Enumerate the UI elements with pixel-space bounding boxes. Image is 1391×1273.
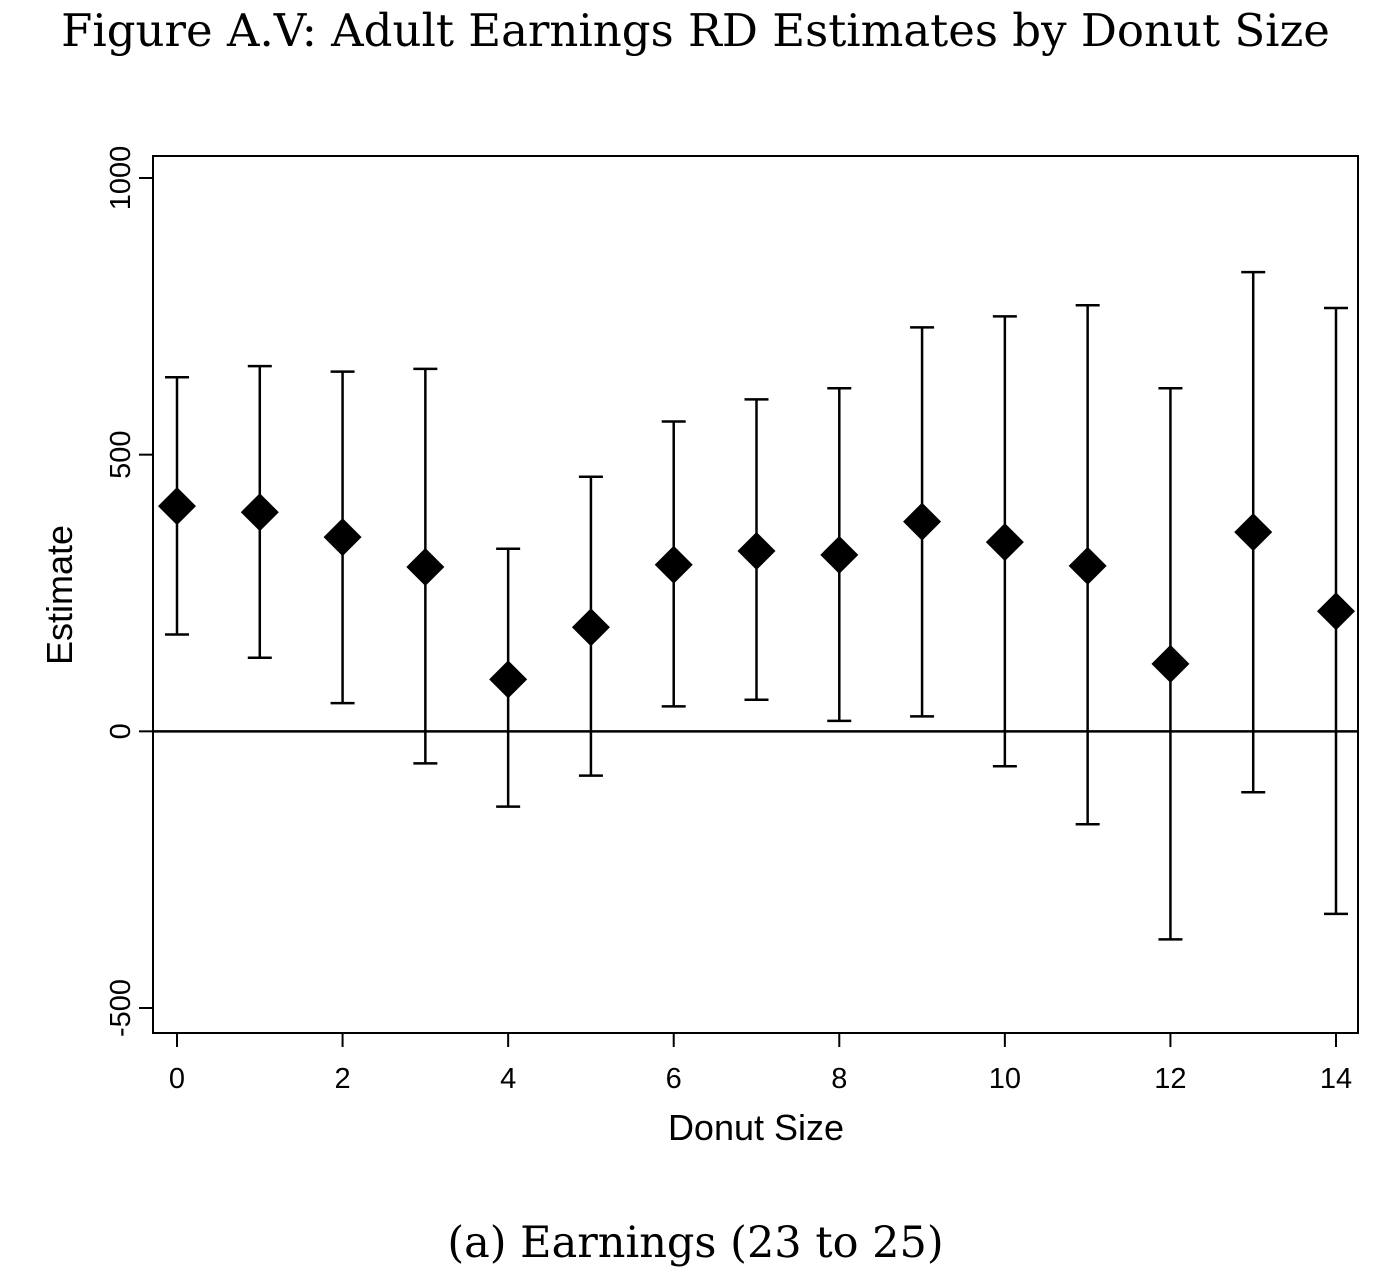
estimate-point bbox=[406, 547, 445, 586]
estimate-point bbox=[985, 523, 1024, 562]
y-tick-label: 1000 bbox=[105, 146, 137, 211]
figure-title: Figure A.V: Adult Earnings RD Estimates … bbox=[61, 4, 1330, 57]
estimate-point bbox=[820, 535, 859, 574]
estimate-point bbox=[1234, 513, 1273, 552]
estimate-point bbox=[158, 487, 196, 526]
x-tick-label: 4 bbox=[500, 1063, 516, 1095]
estimate-point bbox=[571, 608, 610, 647]
x-axis: 0 2 4 6 8 10 12 14 bbox=[169, 1033, 1352, 1095]
chart-marks bbox=[158, 270, 1355, 941]
y-tick-label: -500 bbox=[105, 979, 137, 1037]
estimate-point bbox=[323, 518, 362, 557]
estimate-point bbox=[903, 502, 942, 541]
estimate-point bbox=[1317, 592, 1355, 631]
estimate-point bbox=[737, 531, 776, 570]
plot-frame bbox=[152, 155, 1359, 1034]
y-tick-label: 500 bbox=[105, 430, 137, 478]
x-tick-label: 0 bbox=[169, 1063, 185, 1095]
estimate-point bbox=[240, 493, 279, 532]
x-tick-label: 12 bbox=[1154, 1063, 1186, 1095]
x-tick-label: 14 bbox=[1320, 1063, 1352, 1095]
x-tick-label: 6 bbox=[666, 1063, 682, 1095]
estimate-point bbox=[654, 545, 693, 584]
y-axis-label: Estimate bbox=[39, 525, 80, 665]
x-tick-label: 2 bbox=[335, 1063, 351, 1095]
x-axis-label: Donut Size bbox=[668, 1107, 844, 1148]
estimate-point bbox=[1068, 546, 1107, 585]
figure-caption: (a) Earnings (23 to 25) bbox=[447, 1218, 944, 1268]
estimate-point bbox=[489, 660, 528, 699]
x-tick-label: 8 bbox=[831, 1063, 847, 1095]
estimate-point bbox=[1151, 644, 1190, 683]
y-tick-label: 0 bbox=[105, 723, 137, 739]
x-tick-label: 10 bbox=[989, 1063, 1021, 1095]
y-axis: -500 0 500 1000 bbox=[105, 146, 153, 1037]
